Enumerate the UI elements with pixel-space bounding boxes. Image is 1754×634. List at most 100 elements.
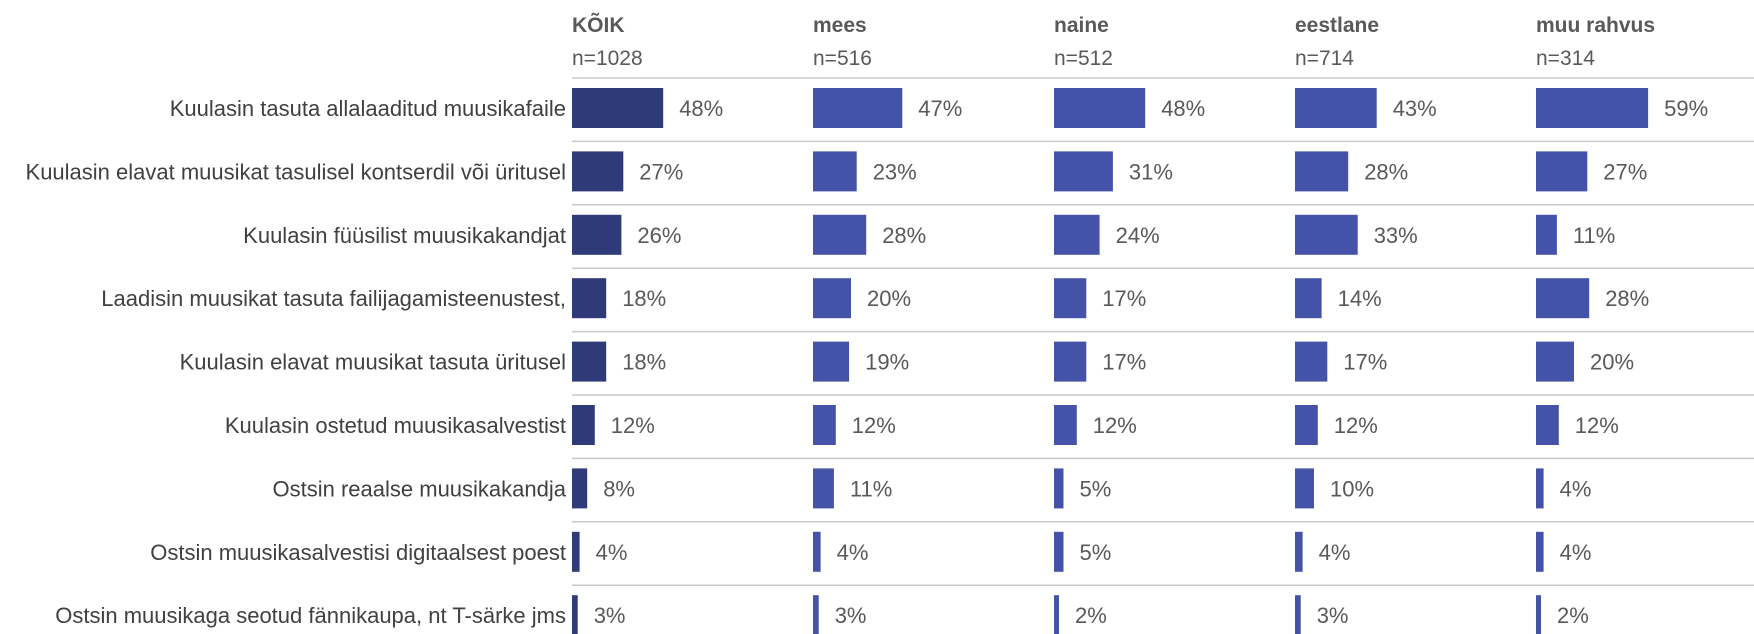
column-headers: KÕIK n=1028 mees n=516 naine n=512 eestlane n=7… [572,13,1655,70]
bar [572,531,580,572]
bar [813,278,851,319]
category-label: Ostsin muusikasalvestisi digitaalsest po… [150,540,566,565]
category-label: Kuulasin elavat muusikat tasulisel konts… [26,159,566,184]
value-label: 14% [1338,286,1382,311]
value-label: 12% [1575,413,1619,438]
column-sample-size: n=512 [1054,47,1113,70]
value-label: 26% [637,223,681,248]
bar [813,341,850,382]
value-label: 31% [1129,159,1173,184]
value-label: 5% [1080,476,1112,501]
bar [572,468,588,509]
bar [1054,405,1077,445]
bar [1536,405,1559,445]
bar [1054,468,1064,509]
value-label: 17% [1102,350,1146,375]
bar [1054,214,1100,255]
bar [1295,595,1301,634]
bar [572,88,664,128]
column-title: mees [813,14,867,37]
bar [1295,531,1303,572]
value-label: 3% [1317,603,1349,628]
value-label: 4% [1560,540,1592,565]
value-label: 27% [639,159,683,184]
bar [572,278,607,319]
value-label: 48% [679,96,723,121]
value-label: 28% [1364,159,1408,184]
category-label: Kuulasin elavat muusikat tasuta üritusel [180,350,566,375]
column-sample-size: n=516 [813,47,872,70]
value-label: 43% [1393,96,1437,121]
value-label: 10% [1330,476,1374,501]
value-label: 17% [1102,286,1146,311]
value-label: 2% [1075,603,1107,628]
bar [1536,88,1649,128]
bar [1536,278,1590,319]
value-label: 4% [596,540,628,565]
value-label: 12% [1093,413,1137,438]
bar [1295,88,1377,128]
value-label: 8% [603,476,635,501]
column-sample-size: n=714 [1295,47,1354,70]
bar [572,595,578,634]
bar [1536,214,1557,255]
value-label: 28% [882,223,926,248]
bar [1054,88,1146,128]
bar [1295,468,1314,509]
category-label: Kuulasin ostetud muusikasalvestist [225,413,566,438]
value-label: 2% [1557,603,1589,628]
value-label: 3% [594,603,626,628]
bar [572,151,624,192]
value-label: 48% [1161,96,1205,121]
bar [813,468,834,509]
bar [1295,214,1358,255]
category-label: Laadisin muusikat tasuta failijagamistee… [101,286,566,311]
bar [1054,595,1059,634]
bar [1536,468,1544,509]
value-label: 27% [1603,159,1647,184]
bar [1536,531,1544,572]
column-title: naine [1054,14,1109,37]
value-label: 4% [1319,540,1351,565]
bar [572,405,595,445]
value-labels: 48% 47% 48% 43% 59% 27% 23% 31% 28% 27% 26% 28% 24% 3… [594,96,1708,628]
bar [572,214,622,255]
category-label: Ostsin muusikaga seotud fännikaupa, nt T… [55,603,566,628]
column-sample-size: n=1028 [572,47,643,70]
value-label: 24% [1116,223,1160,248]
value-label: 20% [1590,350,1634,375]
value-label: 4% [837,540,869,565]
bar [1536,341,1574,382]
value-label: 23% [873,159,917,184]
bar [1536,595,1541,634]
category-label: Kuulasin tasuta allalaaditud muusikafail… [170,96,566,121]
value-label: 28% [1605,286,1649,311]
bar [1054,151,1113,192]
value-label: 59% [1664,96,1708,121]
bar [813,531,821,572]
bar [1295,341,1328,382]
value-label: 18% [622,286,666,311]
value-label: 33% [1374,223,1418,248]
category-labels: Kuulasin tasuta allalaaditud muusikafail… [26,96,567,628]
category-label: Ostsin reaalse muusikakandja [273,476,567,501]
bar [813,151,857,192]
bar [1295,151,1349,192]
column-title: KÕIK [572,13,625,37]
value-label: 5% [1080,540,1112,565]
value-label: 19% [865,350,909,375]
value-label: 12% [611,413,655,438]
bar [1536,151,1588,192]
bar [813,214,867,255]
column-title: muu rahvus [1536,14,1655,37]
bar [1295,405,1318,445]
bar [572,341,607,382]
bar [1054,531,1064,572]
bar [813,595,819,634]
bar [1054,341,1087,382]
bars [572,88,1649,634]
value-label: 3% [835,603,867,628]
value-label: 4% [1560,476,1592,501]
value-label: 11% [850,476,892,501]
